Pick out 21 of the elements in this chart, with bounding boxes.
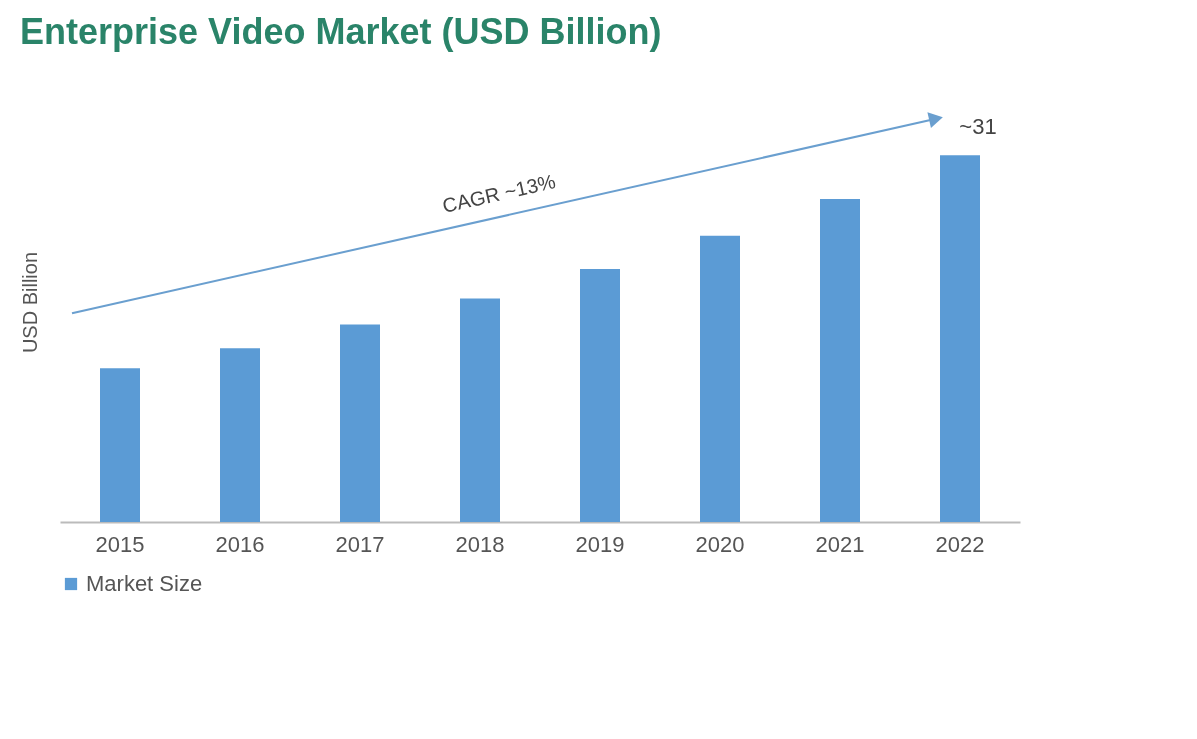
bar <box>700 235 740 522</box>
data-label: ~31 <box>959 114 997 140</box>
annotation: CAGR ~13% <box>440 170 558 217</box>
y-axis-title: USD Billion <box>18 251 41 354</box>
x-tick-label: 2022 <box>935 531 985 557</box>
x-tick-label: 2016 <box>215 531 265 557</box>
x-tick-label: 2017 <box>335 531 385 557</box>
bar <box>820 199 860 522</box>
x-tick-label: 2015 <box>95 531 145 557</box>
chart-title: Enterprise Video Market (USD Billion) <box>20 11 662 52</box>
x-tick-label: 2021 <box>815 531 865 557</box>
bar <box>100 368 140 522</box>
bar <box>340 324 380 522</box>
bar <box>940 155 980 522</box>
x-tick-label: 2019 <box>575 531 625 557</box>
legend-label: Market Size <box>86 571 203 596</box>
bar <box>460 298 500 522</box>
bar <box>220 348 260 522</box>
x-tick-label: 2020 <box>695 531 745 557</box>
x-tick-label: 2018 <box>455 531 505 557</box>
bar <box>580 268 620 522</box>
